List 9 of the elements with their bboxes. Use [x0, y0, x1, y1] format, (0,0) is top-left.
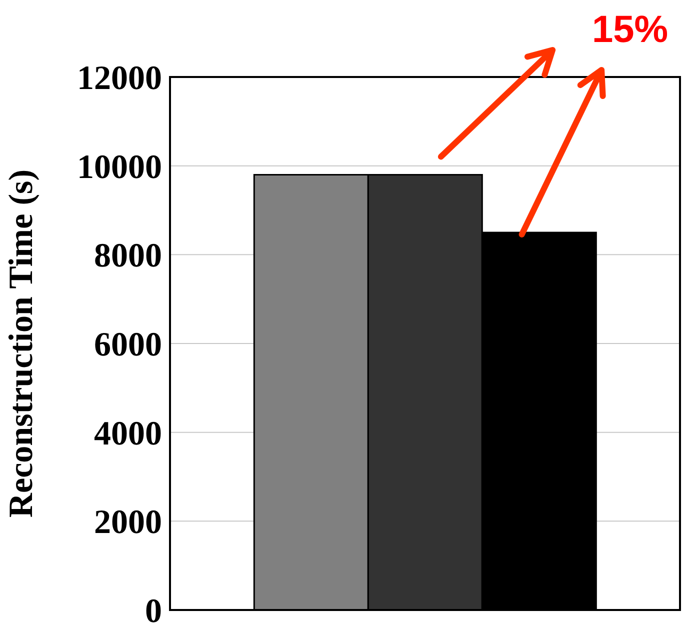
y-tick-label: 8000	[94, 238, 162, 275]
y-axis-title: Reconstruction Time (s)	[3, 169, 40, 518]
y-tick-label: 12000	[77, 60, 162, 98]
text: 15%	[592, 9, 668, 51]
y-tick-label: 4000	[94, 415, 162, 452]
y-tick-label: 0	[145, 593, 162, 630]
y-tick-label: 6000	[94, 326, 162, 364]
y-tick-label: 2000	[94, 504, 162, 542]
y-tick-label: 10000	[77, 148, 162, 186]
